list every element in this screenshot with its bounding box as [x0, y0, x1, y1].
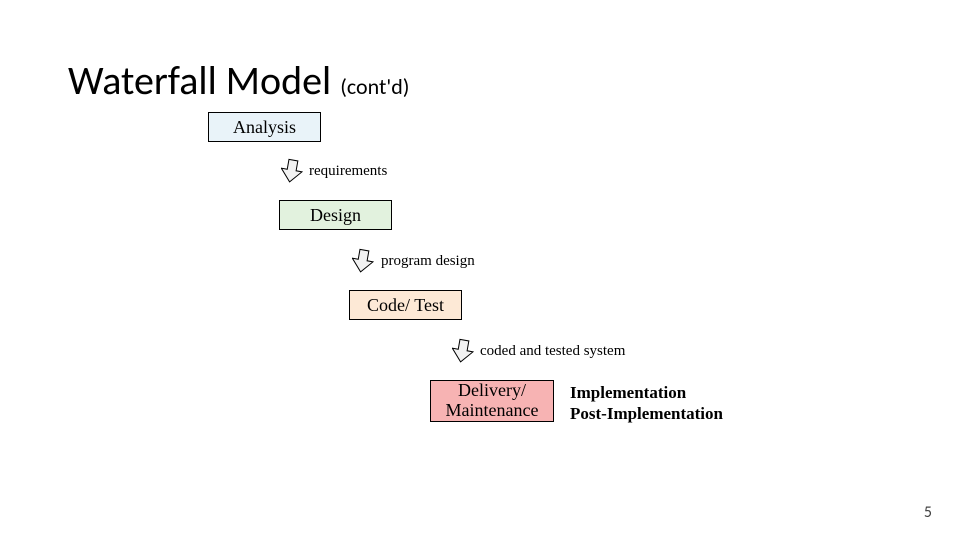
arrow-text: program design — [381, 253, 475, 269]
side-label-line2: Post-Implementation — [570, 403, 723, 424]
page-number: 5 — [924, 503, 932, 522]
arrow-label-coded-tested: coded and tested system — [480, 343, 625, 360]
slide: Waterfall Model (cont'd) Analysis Design… — [0, 0, 960, 540]
stage-delivery: Delivery/ Maintenance — [430, 380, 554, 422]
arrow-text: coded and tested system — [480, 343, 625, 359]
title-sub: (cont'd) — [340, 73, 409, 100]
side-label-line1: Implementation — [570, 382, 723, 403]
stage-code-test: Code/ Test — [349, 290, 462, 320]
stage-label: Design — [310, 205, 361, 226]
arrow-icon — [281, 158, 303, 184]
arrow-text: requirements — [309, 163, 387, 179]
stage-analysis: Analysis — [208, 112, 321, 142]
arrow-label-program-design: program design — [381, 253, 475, 270]
stage-design: Design — [279, 200, 392, 230]
stage-label: Delivery/ Maintenance — [446, 381, 539, 421]
title-main: Waterfall Model — [68, 56, 340, 105]
stage-label: Code/ Test — [367, 295, 444, 316]
slide-title: Waterfall Model (cont'd) — [68, 56, 409, 105]
arrow-label-requirements: requirements — [309, 163, 387, 180]
arrow-icon — [452, 338, 474, 364]
arrow-icon — [352, 248, 374, 274]
implementation-labels: Implementation Post-Implementation — [570, 382, 723, 425]
stage-label: Analysis — [233, 117, 296, 138]
